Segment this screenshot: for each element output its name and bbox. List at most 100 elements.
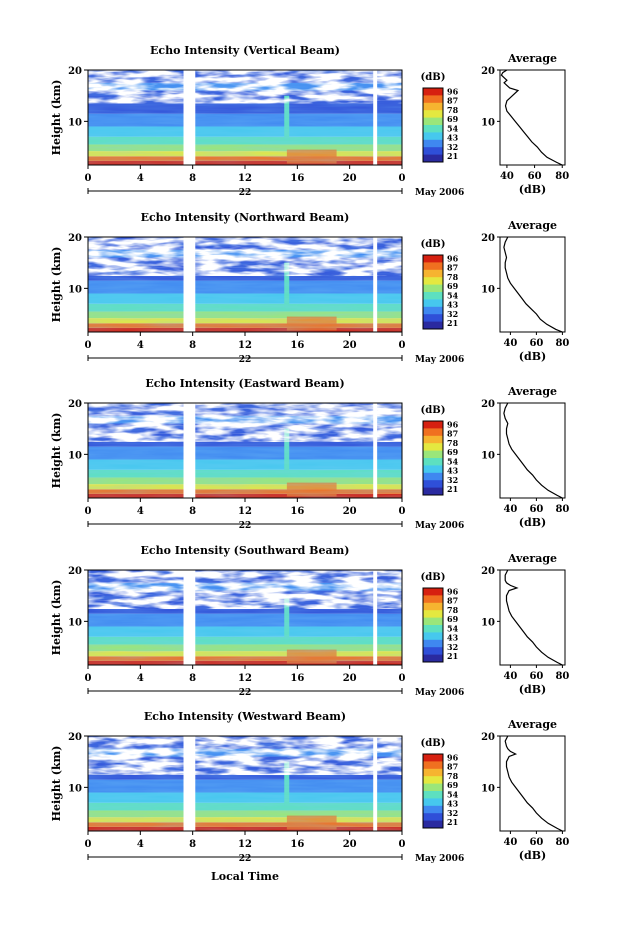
average-x-tick-label: 60: [529, 671, 543, 682]
colorbar-segment: [423, 625, 443, 633]
x-tick-label: 4: [137, 839, 144, 850]
average-x-label: (dB): [519, 183, 546, 196]
colorbar-segment: [423, 132, 443, 141]
colorbar-unit: (dB): [421, 405, 446, 416]
x-tick-label: 8: [189, 506, 196, 517]
average-x-tick-label: 40: [503, 671, 517, 682]
colorbar-frame: [422, 587, 444, 663]
x-tick-label: 12: [238, 506, 252, 517]
data-gap: [373, 736, 378, 831]
average-x-tick-label: 60: [529, 837, 543, 848]
y-tick-label: 20: [68, 399, 82, 410]
date-label: May 2006: [415, 688, 464, 698]
x-tick-label: 16: [290, 839, 304, 850]
average-x-tick-label: 40: [503, 837, 517, 848]
colorbar-segment: [423, 813, 443, 822]
colorbar-tick-label: 21: [447, 318, 458, 328]
panel-2: Echo Intensity (Eastward Beam) 20 10 Height…: [50, 377, 569, 531]
day-label: 22: [239, 355, 252, 365]
x-tick-label: 20: [343, 506, 357, 517]
colorbar-segment: [423, 798, 443, 807]
x-tick-label: 20: [343, 839, 357, 850]
average-title: Average: [507, 219, 557, 232]
colorbar-tick-label: 69: [447, 281, 459, 291]
average-y-tick-label: 20: [481, 566, 495, 577]
heatmap: [88, 70, 402, 165]
y-tick-label: 20: [68, 566, 82, 577]
panel-title: Echo Intensity (Vertical Beam): [150, 44, 340, 57]
colorbar-unit: (dB): [421, 738, 446, 749]
colorbar-tick-label: 54: [447, 789, 459, 799]
x-tick-label: 20: [343, 340, 357, 351]
average-frame: [499, 402, 566, 499]
average-frame: [499, 735, 566, 832]
colorbar-frame: [422, 753, 444, 829]
colorbar-segment: [423, 588, 443, 596]
colorbar-segment: [423, 480, 443, 489]
colorbar-tick-label: 96: [447, 253, 459, 263]
heatmap-sparse-region: [88, 70, 402, 104]
average-y-tick-label: 10: [481, 284, 495, 295]
panel-title: Echo Intensity (Northward Beam): [141, 211, 350, 224]
colorbar-segment: [423, 255, 443, 263]
average-frame: [499, 569, 566, 666]
x-tick-label: 0: [399, 839, 406, 850]
x-tick-label: 20: [343, 673, 357, 684]
colorbar-tick-label: 54: [447, 623, 459, 633]
x-tick-label: 8: [189, 340, 196, 351]
average-x-tick-label: 60: [529, 504, 543, 515]
colorbar-tick-label: 43: [447, 133, 459, 143]
average-profile-line: [500, 69, 563, 166]
colorbar-segment: [423, 299, 443, 308]
colorbar-tick-label: 21: [447, 151, 458, 161]
y-tick-label: 10: [68, 617, 82, 628]
average-x-tick-label: 80: [555, 171, 569, 182]
average-y-tick-label: 10: [481, 450, 495, 461]
average-profile-line: [504, 735, 563, 832]
colorbar-segment: [423, 277, 443, 286]
average-x-tick-label: 60: [529, 338, 543, 349]
colorbar-tick-label: 43: [447, 300, 459, 310]
colorbar-segment: [423, 435, 443, 444]
colorbar-segment: [423, 117, 443, 126]
data-gap: [183, 403, 196, 498]
colorbar-segment: [423, 262, 443, 271]
y-axis-label: Height (km): [50, 247, 63, 323]
colorbar-tick-label: 78: [447, 438, 459, 448]
x-tick-label: 4: [137, 506, 144, 517]
colorbar-tick-label: 96: [447, 586, 459, 596]
colorbar-tick-label: 32: [447, 309, 458, 319]
colorbar-tick-label: 87: [447, 96, 458, 106]
average-frame: [499, 236, 566, 333]
colorbar-tick-label: 32: [447, 808, 458, 818]
colorbar-segment: [423, 768, 443, 777]
colorbar-segment: [423, 639, 443, 648]
colorbar-segment: [423, 284, 443, 293]
average-y-tick-label: 20: [481, 732, 495, 743]
colorbar-segment: [423, 428, 443, 437]
average-x-label: (dB): [519, 350, 546, 363]
heatmap-sparse-region: [88, 736, 402, 775]
colorbar-segment: [423, 154, 443, 163]
y-tick-label: 10: [68, 284, 82, 295]
heatmap: [88, 403, 402, 498]
colorbar-segment: [423, 602, 443, 611]
colorbar-segment: [423, 110, 443, 119]
heatmap: [88, 237, 402, 332]
average-x-label: (dB): [519, 516, 546, 529]
average-profile-line: [504, 569, 563, 666]
colorbar-segment: [423, 487, 443, 496]
y-tick-label: 20: [68, 66, 82, 77]
y-axis-label: Height (km): [50, 746, 63, 822]
x-tick-label: 4: [137, 673, 144, 684]
colorbar-frame: [422, 87, 444, 163]
colorbar-segment: [423, 139, 443, 148]
colorbar-segment: [423, 125, 443, 133]
average-title: Average: [507, 52, 557, 65]
colorbar-unit: (dB): [421, 72, 446, 83]
colorbar-segment: [423, 465, 443, 474]
average-title: Average: [507, 552, 557, 565]
colorbar-tick-label: 54: [447, 123, 459, 133]
colorbar-tick-label: 54: [447, 456, 459, 466]
